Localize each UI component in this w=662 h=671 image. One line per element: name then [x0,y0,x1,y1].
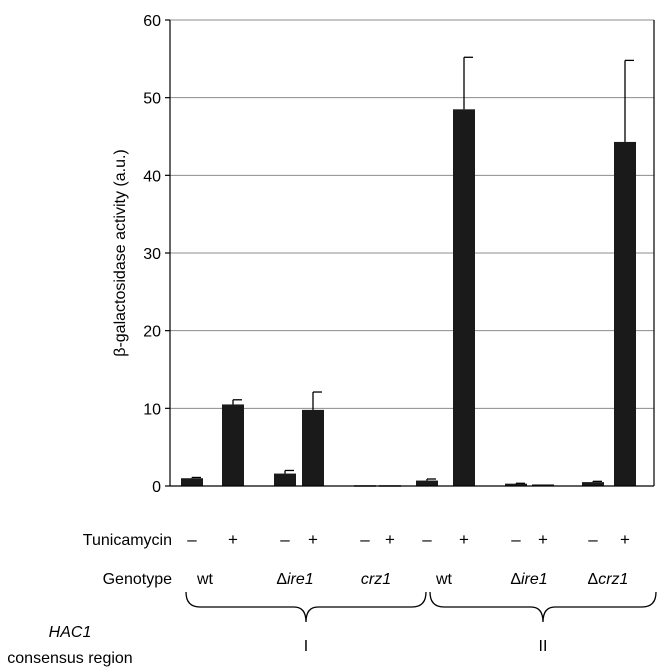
genotype-label-item: Δcrz1 [588,571,629,588]
bars [181,56,636,487]
region-brace [429,591,657,623]
y-tick-label: 60 [143,13,161,30]
y-tick-label: 40 [143,168,161,185]
genotype-name: wt [196,571,214,588]
bar [222,404,244,486]
bar [453,109,475,487]
bar [274,473,296,486]
region-braces: I II [185,591,657,655]
tunicamycin-sign: + [228,530,238,549]
genotype-name: crz1 [361,571,391,588]
genotype-label-item: wt [196,571,214,588]
bar [302,409,324,486]
genotype-name: wt [435,571,453,588]
y-tick-label: 30 [143,246,161,263]
y-tick-label: 10 [143,401,161,418]
tunicamycin-sign: – [511,530,521,549]
region-label: I [304,638,308,655]
genotype-labels: wt Δire1 crz1 wt Δire1 Δcrz1 [196,571,628,588]
tunicamycin-sign: + [308,530,318,549]
region-label: II [539,638,548,655]
region-label-line2: consensus region [7,650,132,667]
bar [181,478,203,486]
bar [582,482,604,486]
region-label-line1: HAC1 [49,624,92,641]
tunicamycin-sign: – [588,530,598,549]
region-brace [185,591,427,623]
tunicamycin-sign: + [459,530,469,549]
bar [416,480,438,486]
genotype-label: Genotype [103,571,172,588]
bar [505,483,527,486]
tunicamycin-sign: – [422,530,432,549]
tunicamycin-label: Tunicamycin [83,532,172,549]
y-axis-label: β-galactosidase activity (a.u.) [112,149,129,357]
tunicamycin-sign: + [620,530,630,549]
bar [532,484,554,486]
y-tick-label: 50 [143,91,161,108]
gridlines [170,19,654,409]
y-ticks: 0 10 20 30 40 50 60 [143,13,170,496]
genotype-name: ire1 [287,571,314,588]
delta-prefix: Δ [276,571,287,588]
tunicamycin-sign: – [187,530,197,549]
genotype-name: ire1 [521,571,548,588]
delta-prefix: Δ [588,571,599,588]
genotype-label-item: wt [435,571,453,588]
tunicamycin-signs: – + – + – + – + – + – + [187,530,630,549]
delta-prefix: Δ [510,571,521,588]
tunicamycin-sign: – [280,530,290,549]
genotype-label-item: crz1 [361,571,391,588]
tunicamycin-sign: + [385,530,395,549]
y-tick-label: 0 [152,479,161,496]
genotype-label-item: Δire1 [276,571,313,588]
bar [614,141,636,487]
genotype-name: crz1 [598,571,628,588]
y-tick-label: 20 [143,324,161,341]
genotype-label-item: Δire1 [510,571,547,588]
tunicamycin-sign: – [360,530,370,549]
tunicamycin-sign: + [538,530,548,549]
